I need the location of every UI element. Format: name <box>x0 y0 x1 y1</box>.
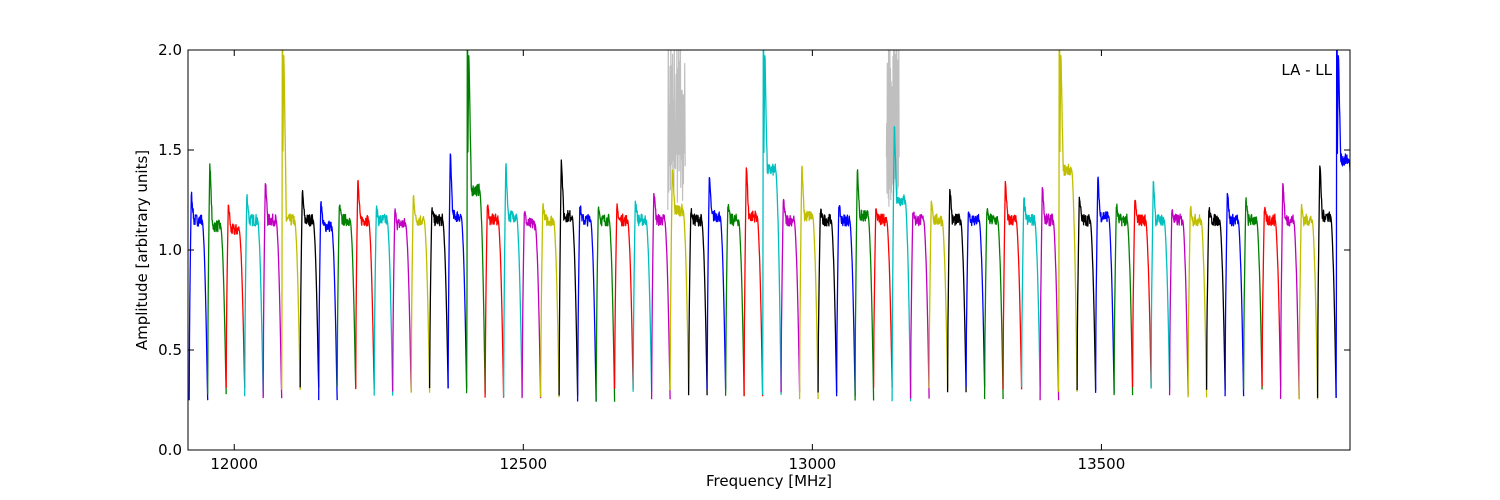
channel-trace-45 <box>1020 197 1041 388</box>
channel-trace-53 <box>1168 209 1189 396</box>
x-tick-label-0: 12000 <box>210 455 258 473</box>
channel-trace-46 <box>1039 186 1060 401</box>
channel-trace-62 <box>1335 50 1350 398</box>
channel-trace-13 <box>428 207 449 389</box>
channel-trace-2 <box>225 204 246 388</box>
channel-trace-60 <box>1298 203 1319 400</box>
channel-trace-32 <box>780 198 801 393</box>
channel-trace-27 <box>687 208 708 396</box>
channel-trace-47 <box>1057 50 1078 392</box>
channel-trace-37 <box>872 208 893 388</box>
channel-trace-28 <box>706 176 727 390</box>
annotation-la-ll: LA - LL <box>1281 61 1332 79</box>
channel-trace-7 <box>318 201 338 401</box>
y-axis-ticks: 0.0 0.5 1.0 1.5 2.0 <box>158 41 1350 459</box>
channel-trace-58 <box>1261 206 1282 387</box>
channel-trace-26 <box>669 169 690 391</box>
channel-trace-35 <box>835 205 856 397</box>
channel-trace-16 <box>484 204 505 398</box>
channel-trace-6 <box>299 190 320 388</box>
y-tick-label-4: 2.0 <box>158 41 182 59</box>
channel-trace-56 <box>1224 192 1245 397</box>
channel-trace-33 <box>798 165 819 400</box>
channel-trace-11 <box>392 208 412 392</box>
channel-trace-55 <box>1205 207 1226 390</box>
x-tick-label-2: 13000 <box>788 455 836 473</box>
channel-trace-8 <box>336 204 357 388</box>
channel-trace-5 <box>281 50 301 390</box>
channel-trace-48 <box>1076 196 1097 391</box>
y-tick-label-2: 1.0 <box>158 241 182 259</box>
channel-trace-23 <box>613 203 634 389</box>
channel-trace-51 <box>1131 199 1152 388</box>
channel-trace-61 <box>1316 165 1337 398</box>
channel-trace-1 <box>207 163 227 395</box>
channel-trace-22 <box>595 206 616 402</box>
channel-trace-49 <box>1094 176 1115 393</box>
channel-trace-3 <box>244 194 264 397</box>
channel-trace-4 <box>262 183 283 399</box>
channel-trace-21 <box>576 205 597 402</box>
plot-frame <box>187 49 1351 451</box>
y-tick-label-3: 1.5 <box>158 141 182 159</box>
channel-trace-57 <box>1242 197 1263 390</box>
channel-trace-44 <box>1002 180 1023 390</box>
channel-trace-39 <box>909 211 930 399</box>
channel-trace-15 <box>465 50 486 394</box>
channel-trace-38 <box>891 126 912 402</box>
channel-trace-20 <box>558 159 579 396</box>
channel-trace-30 <box>743 167 764 397</box>
channel-trace-17 <box>502 162 523 397</box>
y-tick-label-0: 0.0 <box>158 441 182 459</box>
channel-trace-36 <box>854 169 875 401</box>
channel-trace-25 <box>650 192 671 400</box>
channel-trace-42 <box>965 211 986 387</box>
x-tick-label-3: 13500 <box>1078 455 1126 473</box>
series-layer <box>188 50 1350 402</box>
channel-trace-43 <box>983 207 1004 400</box>
flagged-region-0 <box>667 50 686 211</box>
channel-trace-19 <box>539 202 560 398</box>
channel-trace-40 <box>928 200 949 389</box>
channel-trace-14 <box>447 153 468 389</box>
x-axis-label: Frequency [MHz] <box>706 472 832 490</box>
channel-trace-18 <box>521 210 542 399</box>
channel-trace-41 <box>946 188 967 393</box>
channel-trace-0 <box>188 191 209 401</box>
channel-trace-52 <box>1150 180 1171 389</box>
channel-trace-12 <box>410 194 431 393</box>
flagged-region-1 <box>885 50 900 207</box>
x-tick-label-1: 12500 <box>499 455 547 473</box>
channel-trace-29 <box>724 203 745 396</box>
channel-trace-10 <box>373 205 394 396</box>
channel-trace-34 <box>817 208 838 393</box>
channel-trace-9 <box>355 179 375 390</box>
x-axis-ticks: 12000 12500 13000 13500 <box>210 50 1125 473</box>
channel-trace-31 <box>761 50 782 395</box>
channel-trace-50 <box>1113 203 1134 396</box>
channel-trace-24 <box>632 200 653 392</box>
y-axis-label: Amplitude [arbitrary units] <box>133 150 151 350</box>
y-tick-label-1: 0.5 <box>158 341 182 359</box>
channel-trace-54 <box>1187 205 1208 398</box>
channel-trace-59 <box>1279 183 1300 400</box>
